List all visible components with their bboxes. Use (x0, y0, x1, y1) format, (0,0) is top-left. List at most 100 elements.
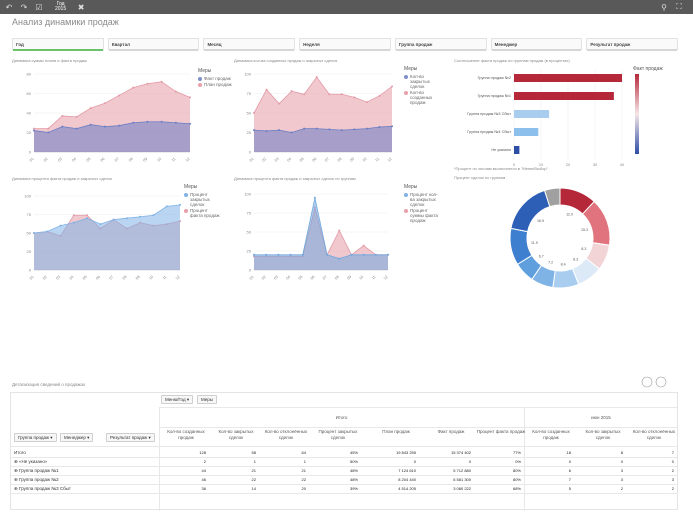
pivot-pill-measures[interactable]: Меры (197, 395, 218, 404)
filter-selection-bar (491, 49, 582, 51)
legend-item[interactable]: Процент закрытых сделок (184, 192, 220, 207)
data-point (118, 94, 121, 97)
x-tick-label: 01 (29, 275, 35, 281)
column-header[interactable]: Кол-во созданных продаж (167, 429, 205, 440)
column-header[interactable]: Кол-во закрытых сделок (585, 429, 621, 440)
expand-icon[interactable]: ⛶ (676, 2, 682, 11)
column-header[interactable]: Процент факта продаж (476, 429, 526, 434)
filter-5[interactable]: Менеджер (490, 38, 583, 51)
y-tick-label: 75 (27, 212, 32, 217)
legend-item[interactable]: Процент кол-ва закрытых сделок (404, 192, 440, 207)
legend-item[interactable]: План продаж (198, 82, 234, 87)
table-row[interactable]: ⊕ «Не указано» 2 1 1 50% 0 0 0% 0 0 0 (12, 458, 678, 466)
legend-dot-icon (184, 192, 188, 197)
data-point (340, 93, 343, 96)
chart-title: Динамика кол-ва созданных продаж и закры… (234, 58, 338, 63)
column-header[interactable]: Кол-во закрытых сделок (218, 429, 254, 440)
scroll-left-icon[interactable] (641, 376, 653, 388)
cell-value: 7 (568, 477, 571, 482)
table-row[interactable]: ⊕ Группа продаж №1 44 21 21 48% 7 124 610 5 71… (12, 467, 678, 475)
filter-0[interactable]: Год (12, 38, 104, 51)
cell-value: 18 (566, 450, 571, 455)
y-tick-label: 25 (27, 249, 32, 254)
data-point (146, 120, 149, 123)
y-tick-label: 0 (29, 268, 32, 273)
row-dim-2[interactable]: Результат продаж ▾ (106, 433, 155, 442)
column-header[interactable]: Кол-во отклонённых сделок (632, 429, 676, 440)
legend-item[interactable]: Факт продаж (198, 76, 234, 81)
legend-dot-icon (404, 90, 408, 95)
chart-plot[interactable]: 100 75 50 25 0 01 02 03 04 05 06 07 08 09 10 11 12 (10, 182, 185, 292)
chart-plot[interactable]: 12.0 15.3 8.3 8.3 8.4 7.2 6.7 11.9 16.9 (452, 182, 682, 302)
data-point (328, 93, 331, 96)
cell-value: 0 (468, 459, 471, 464)
data-point (301, 253, 304, 256)
x-tick-label: 10 (157, 157, 163, 163)
series-line-0 (253, 125, 393, 133)
search-icon[interactable]: ⚲ (661, 2, 667, 12)
column-header[interactable]: Кол-во отклонённых сделок (264, 429, 308, 440)
data-point (362, 244, 365, 247)
filter-4[interactable]: Группа продаж (394, 38, 487, 51)
column-header[interactable]: План продаж (382, 429, 410, 434)
filter-2[interactable]: Месяц (203, 38, 296, 51)
y-tick-label: 0 (249, 150, 252, 155)
row-dim-1[interactable]: Менеджер ▾ (60, 433, 94, 442)
y-tick-label: 75 (247, 91, 252, 96)
scroll-right-icon[interactable] (655, 376, 667, 388)
bar-label: Группа продаж №3 Сбыт (467, 112, 511, 116)
y-tick-label: 0 (29, 150, 32, 155)
cell-value: 3 (671, 477, 674, 482)
legend-item[interactable]: Процент суммы факта продаж (404, 208, 440, 223)
legend-label: Процент кол-ва закрытых сделок (410, 192, 438, 207)
table-row[interactable]: Итого 128 58 64 45% 19 843 255 15 374 402 77% 18… (12, 449, 678, 457)
bar (514, 128, 539, 136)
pivot-pill-period[interactable]: Меню/Год ▾ (161, 395, 194, 404)
table-row[interactable]: ⊕ Группа продаж №3 Сбыт 36 14 20 39% 4 514 20… (12, 485, 678, 493)
bar-label: Группа продаж №1 (478, 94, 511, 98)
filter-3[interactable]: Неделя (299, 38, 391, 51)
column-header[interactable]: Кол-во созданных продаж (532, 429, 570, 440)
forward-icon[interactable]: ↷ (20, 2, 28, 12)
chart-title: Динамика процента факта продаж и закрыты… (12, 176, 113, 181)
cell-value: 7 124 610 (398, 468, 416, 473)
chart-percent: Динамика процента факта продаж и закрыты… (10, 176, 232, 290)
table-nav[interactable] (640, 376, 670, 388)
cell-value: 0% (515, 459, 521, 464)
slice-label: 8.3 (573, 257, 578, 261)
close-selection-icon[interactable]: ✖ (77, 2, 85, 12)
back-icon[interactable]: ↶ (5, 2, 13, 12)
current-selection[interactable]: Год 2015 (55, 2, 66, 12)
cell-value: 46 (201, 477, 206, 482)
column-header[interactable]: Процент закрытых сделок (318, 429, 358, 440)
legend-item[interactable]: Кол-во закрытых сделок (404, 74, 440, 89)
x-tick-label: 07 (109, 275, 115, 281)
cell-value: 8 204 440 (398, 477, 416, 482)
chart-plot[interactable]: 80 60 40 20 0 01 02 03 04 05 06 07 08 09 10 11 12 (10, 64, 195, 174)
data-point (340, 129, 343, 132)
filter-1[interactable]: Квартал (107, 38, 200, 51)
row-divider (11, 484, 678, 485)
legend-item[interactable]: Кол-во созданных продаж (404, 90, 440, 105)
y-tick-label: 40 (27, 111, 32, 116)
y-tick-label: 50 (247, 230, 252, 235)
chart-plot[interactable]: 100 75 50 25 0 01 02 03 04 05 06 07 08 09 10 11 12 (232, 182, 392, 292)
row-dim-0[interactable]: Группа продаж ▾ (14, 433, 57, 442)
data-point (365, 101, 368, 104)
cell-value: 7 (671, 450, 674, 455)
chart-legend: Факт продаж (633, 66, 663, 154)
cell-value: 4 514 205 (398, 486, 416, 491)
data-point (125, 217, 128, 220)
filter-6[interactable]: Результат продаж (586, 38, 679, 51)
chart-plot[interactable]: 0 10 20 30 40 Группа продаж №2 Группа продаж №… (452, 64, 632, 176)
legend-item[interactable]: Процент факта продаж (184, 208, 220, 218)
legend-title: Меры (404, 184, 418, 190)
table-row[interactable]: ⊕ Группа продаж №2 46 22 22 48% 8 204 440 6 58… (12, 476, 678, 484)
column-header[interactable]: Факт продаж (437, 429, 465, 434)
chart-legend: Меры Процент закрытых сделок Процент фак… (184, 184, 220, 219)
chart-plot[interactable]: 100 75 50 25 0 01 02 03 04 05 06 07 08 09 10 11 12 (232, 64, 397, 174)
data-point (33, 129, 35, 132)
clear-selection-icon[interactable]: ☑ (35, 2, 43, 12)
data-point (99, 223, 102, 226)
chart-groups-bar: Соотношение факта продаж по группам прод… (452, 58, 682, 176)
